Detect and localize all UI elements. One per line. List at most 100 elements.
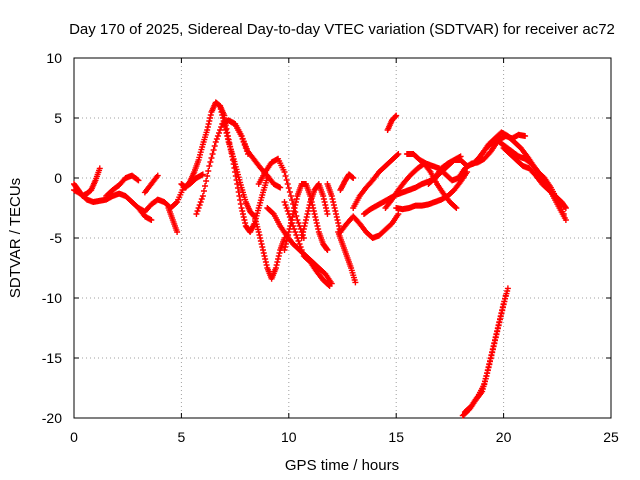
y-tick-label: -5 (50, 230, 63, 246)
data-point (502, 295, 509, 302)
data-point (497, 313, 504, 320)
data-point (312, 214, 319, 220)
data-point (315, 226, 322, 232)
data-point (483, 373, 490, 379)
data-point (491, 340, 498, 347)
data-point (234, 181, 241, 187)
data-point (286, 189, 293, 195)
series-arc-19 (335, 229, 359, 286)
series-arc-5 (141, 172, 161, 196)
data-point (325, 282, 332, 288)
data-point (313, 217, 320, 223)
data-point (285, 185, 292, 191)
data-point (492, 337, 499, 344)
data-point (350, 175, 357, 181)
data-point (231, 165, 238, 171)
data-point (283, 177, 290, 183)
data-point (225, 136, 232, 143)
data-point (208, 155, 215, 161)
data-point (283, 238, 290, 244)
data-point (285, 229, 292, 235)
data-point (305, 205, 312, 211)
data-point (288, 217, 295, 223)
series-arc-29 (479, 129, 569, 223)
data-point (277, 184, 284, 191)
data-point (333, 211, 340, 217)
data-point (499, 304, 506, 311)
data-point (232, 169, 239, 175)
data-point (234, 185, 241, 191)
data-point (204, 124, 211, 130)
y-tick-label: -15 (42, 350, 62, 366)
data-point (148, 217, 155, 223)
series-arc-22 (350, 151, 402, 211)
data-point (213, 136, 220, 142)
data-point (293, 213, 300, 219)
data-point (484, 367, 491, 374)
data-point (204, 173, 211, 179)
data-point (393, 112, 400, 119)
data-points (71, 99, 569, 419)
data-point (323, 208, 330, 214)
data-point (335, 223, 342, 229)
data-point (260, 247, 267, 253)
data-point (239, 211, 246, 217)
data-point (223, 125, 230, 132)
data-point (331, 205, 338, 211)
data-point (262, 259, 269, 265)
data-point (562, 205, 569, 211)
data-point (135, 177, 142, 184)
data-point (522, 133, 529, 139)
data-point (298, 247, 305, 253)
data-point (173, 200, 180, 206)
data-point (281, 169, 288, 175)
data-point (224, 129, 231, 136)
data-point (205, 168, 212, 174)
data-point (285, 232, 292, 238)
data-point (199, 193, 206, 199)
data-point (453, 205, 460, 211)
series-arc-20 (337, 211, 402, 241)
data-point (494, 328, 501, 335)
data-point (313, 220, 320, 226)
series-arc-6 (165, 205, 181, 235)
data-point (217, 106, 224, 112)
series-arc-3 (103, 172, 142, 199)
data-point (214, 133, 221, 139)
series-arc-33 (461, 292, 509, 415)
data-point (282, 241, 289, 247)
data-point (227, 143, 234, 150)
data-point (289, 214, 296, 220)
data-point (274, 259, 281, 265)
data-point (560, 211, 567, 217)
data-point (240, 214, 247, 220)
data-point (330, 199, 337, 205)
data-point (292, 199, 299, 205)
data-point (255, 229, 262, 235)
data-point (498, 310, 505, 317)
data-point (500, 301, 507, 308)
data-point (287, 193, 294, 199)
data-point (195, 205, 202, 211)
data-point (212, 139, 219, 145)
data-point (228, 150, 235, 157)
data-point (229, 157, 236, 163)
data-point (260, 250, 267, 256)
data-point (206, 163, 213, 169)
series-arc-9 (217, 103, 258, 220)
data-point (221, 115, 228, 121)
data-point (235, 189, 242, 195)
data-point (294, 217, 301, 223)
data-point (306, 202, 313, 208)
data-point (217, 127, 224, 133)
data-point (257, 238, 264, 244)
data-point (562, 217, 569, 223)
data-point (205, 121, 212, 127)
data-point (394, 152, 401, 158)
data-point (296, 241, 303, 247)
axis-ticks (73, 57, 612, 419)
data-point (287, 223, 294, 229)
data-point (209, 151, 216, 157)
